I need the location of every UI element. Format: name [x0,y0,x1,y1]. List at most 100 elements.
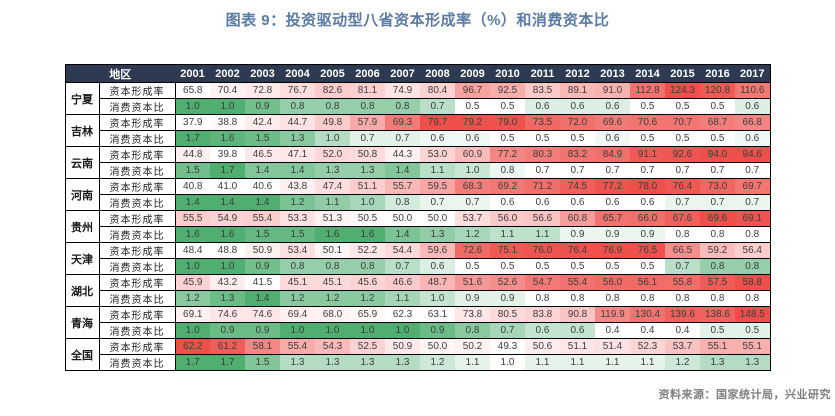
metric-cell: 消费资本比 [98,98,176,115]
table-row: 全国 资本形成率 62.2 61.2 58.1 55.4 54.3 52.5 50.9 50.0 5… [64,338,770,371]
metric-cell: 消费资本比 [98,130,176,147]
heatmap-cell: 0.6 [455,130,490,147]
heatmap-cell: 81.1 [350,82,385,99]
heatmap-cell: 0.6 [735,98,770,115]
heatmap-cell: 124.3 [665,82,700,99]
heatmap-cell: 62.3 [385,306,420,323]
heatmap-cell: 76.4 [665,178,700,195]
heatmap-cell: 0.7 [525,162,560,179]
region-cell: 河南 [64,178,100,211]
heatmap-cell: 1.5 [245,226,280,243]
heatmap-cell: 76.4 [560,242,595,259]
heatmap-cell: 47.4 [315,178,350,195]
heatmap-cell: 50.0 [420,210,455,227]
heatmap-cell: 92.5 [490,82,525,99]
heatmap-cell: 72.8 [245,82,280,99]
heatmap-cell: 68.0 [315,306,350,323]
heatmap-cell: 80.5 [490,306,525,323]
year-column-header: 2015 [665,64,700,83]
heatmap-cell: 69.3 [385,114,420,131]
heatmap-cell: 1.4 [175,194,210,211]
heatmap-cell: 45.6 [350,274,385,291]
heatmap-cell: 0.8 [280,98,315,115]
heatmap-cell: 1.4 [210,194,245,211]
heatmap-cell: 65.7 [595,210,630,227]
heatmap-cell: 74.5 [560,178,595,195]
heatmap-cell: 1.0 [315,322,350,339]
heatmap-cell: 47.1 [280,146,315,163]
report-figure: 图表 9：投资驱动型八省资本形成率（%）和消费资本比 地区 2001 2002 200… [0,9,835,402]
heatmap-cell: 52.5 [350,338,385,355]
table-row: 消费资本比 1.5 1.7 1.4 1.4 1.3 1.3 1.4 1.1 1.0 0.8 0.7 0.… [65,162,770,179]
heatmap-cell: 57.9 [350,114,385,131]
heatmap-cell: 148.5 [735,306,770,323]
heatmap-cell: 68.3 [455,178,490,195]
year-column-header: 2004 [280,64,315,83]
heatmap-cell: 1.1 [630,354,665,371]
heatmap-cell: 1.5 [245,130,280,147]
heatmap-cell: 55.1 [735,338,770,355]
heatmap-cell: 0.5 [630,258,665,275]
table-row: 消费资本比 1.7 1.7 1.5 1.3 1.3 1.3 1.3 1.2 1.1 1.0 1.1 1.… [65,354,770,371]
heatmap-cell: 0.7 [455,194,490,211]
heatmap-cell: 69.6 [700,210,735,227]
year-column-header: 2002 [210,64,245,83]
heatmap-cell: 79.7 [420,114,455,131]
heatmap-cell: 66.5 [665,242,700,259]
metric-cell: 资本形成率 [98,306,176,323]
heatmap-cell: 139.6 [665,306,700,323]
heatmap-cell: 1.3 [420,226,455,243]
heatmap-cell: 76.5 [630,242,665,259]
metric-cell: 资本形成率 [98,114,176,131]
heatmap-cell: 138.6 [700,306,735,323]
year-column-header: 2017 [735,64,770,83]
heatmap-cell: 78.0 [630,178,665,195]
heatmap-cell: 1.1 [315,194,350,211]
heatmap-cell: 69.6 [595,114,630,131]
heatmap-cell: 41.5 [245,274,280,291]
metric-cell: 消费资本比 [98,354,176,371]
heatmap-cell: 55.8 [665,274,700,291]
heatmap-cell: 0.6 [595,98,630,115]
heatmap-cell: 90.8 [560,306,595,323]
heatmap-cell: 52.3 [630,338,665,355]
region-cell: 全国 [64,338,100,371]
heatmap-cell: 73.8 [455,306,490,323]
heatmap-cell: 44.7 [280,114,315,131]
heatmap-cell: 1.1 [420,162,455,179]
heatmap-cell: 0.5 [490,98,525,115]
heatmap-cell: 1.1 [455,354,490,371]
heatmap-cell: 0.8 [665,226,700,243]
heatmap-table: 地区 2001 2002 2003 2004 2005 2006 2007 2008 2009 20… [64,64,771,371]
heatmap-cell: 1.0 [210,98,245,115]
region-cell: 吉林 [64,114,100,147]
table-row: 宁夏 资本形成率 65.8 70.4 72.8 76.7 82.6 81.1 74.9 80.4 9… [64,82,770,115]
metric-cell: 资本形成率 [98,242,176,259]
heatmap-cell: 76.9 [595,242,630,259]
heatmap-cell: 1.3 [385,354,420,371]
heatmap-cell: 0.8 [490,162,525,179]
year-column-header: 2006 [350,64,385,83]
heatmap-cell: 79.2 [455,114,490,131]
heatmap-cell: 0.7 [665,162,700,179]
heatmap-cell: 1.0 [420,290,455,307]
heatmap-cell: 45.9 [175,274,210,291]
heatmap-cell: 1.3 [700,354,735,371]
heatmap-cell: 46.6 [385,274,420,291]
heatmap-cell: 0.6 [630,194,665,211]
heatmap-cell: 56.6 [525,210,560,227]
region-cell: 云南 [64,146,100,179]
heatmap-cell: 57.5 [700,274,735,291]
heatmap-cell: 0.7 [665,258,700,275]
heatmap-cell: 53.7 [455,210,490,227]
heatmap-cell: 1.2 [665,354,700,371]
year-column-header: 2008 [420,64,455,83]
heatmap-cell: 0.6 [735,130,770,147]
heatmap-cell: 0.6 [560,194,595,211]
heatmap-cell: 92.6 [665,146,700,163]
year-column-header: 2010 [490,64,525,83]
heatmap-cell: 0.6 [525,322,560,339]
heatmap-cell: 83.2 [560,146,595,163]
heatmap-cell: 56.0 [490,210,525,227]
heatmap-cell: 0.6 [525,194,560,211]
